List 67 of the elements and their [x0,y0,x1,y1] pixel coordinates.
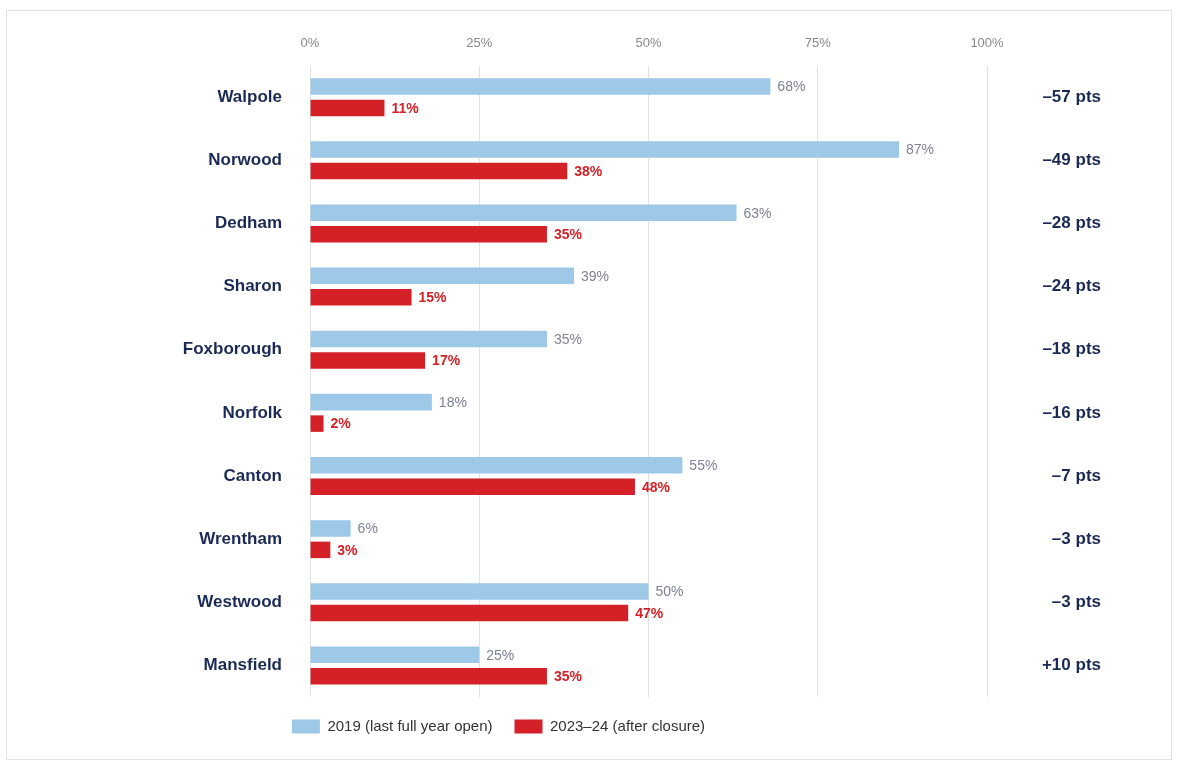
text: –57 pts [1042,86,1101,106]
bar [310,267,575,285]
bar [310,667,547,685]
data-label: 18% [438,394,467,410]
x-tick-label: 25% [466,35,493,51]
y-tick-label: Foxborough [182,339,282,359]
data-label: 35% [553,668,583,685]
bar [310,478,635,496]
y-tick-label: Mansfield [203,655,282,675]
bar [310,457,683,474]
data-label: 3% [337,541,359,558]
y-tick-label: Westwood [197,591,282,611]
x-tick-label: 50% [635,35,662,51]
bar [310,225,547,243]
y-tick-label: Wrentham [199,528,282,548]
y-tick-label: Walpole [217,86,282,106]
text: –24 pts [1042,276,1101,296]
y-tick-label: Sharon [223,276,282,296]
bar [310,352,426,369]
legend-label: 2023–24 (after closure) [550,716,706,734]
bar [310,415,324,432]
text: –28 pts [1042,213,1101,233]
data-label: 63% [743,204,772,221]
bar [310,204,737,221]
data-label: 48% [641,478,671,495]
data-label: 11% [391,99,420,116]
data-label: 50% [655,583,684,600]
bar [310,289,412,306]
bar [310,162,568,180]
y-tick-label: Norfolk [222,402,283,422]
text: –49 pts [1042,150,1101,169]
legend-label: 2019 (last full year open) [327,716,493,734]
bar [310,99,385,117]
text: –7 pts [1051,465,1101,485]
data-label: 38% [574,162,603,179]
data-label: 55% [689,457,718,474]
bar [310,604,629,622]
bar [310,646,480,663]
bar [310,330,547,348]
bar [310,541,331,559]
data-label: 25% [486,646,515,663]
bar [310,78,771,95]
data-label: 2% [330,415,352,432]
data-label: 35% [553,330,582,347]
y-tick-label: Norwood [208,150,282,169]
data-label: 39% [581,267,610,284]
text: +10 pts [1041,655,1101,675]
data-label: 47% [635,604,664,621]
text: –18 pts [1042,339,1101,359]
data-label: 15% [418,289,448,306]
data-label: 35% [553,226,583,243]
bar [310,583,649,600]
data-label: 6% [357,520,378,537]
bar [310,393,432,411]
y-tick-label: Dedham [214,213,282,233]
data-label: 87% [905,141,935,158]
bar [310,141,899,158]
text: –3 pts [1051,528,1101,548]
y-tick-label: Canton [223,465,282,485]
bar [310,520,351,537]
data-label: 17% [432,352,461,369]
x-tick-label: 100% [970,35,1005,51]
text: –16 pts [1042,402,1101,422]
x-tick-label: 0% [300,35,320,51]
text: –3 pts [1051,591,1101,611]
x-tick-label: 75% [804,35,832,51]
data-label: 68% [777,78,806,95]
